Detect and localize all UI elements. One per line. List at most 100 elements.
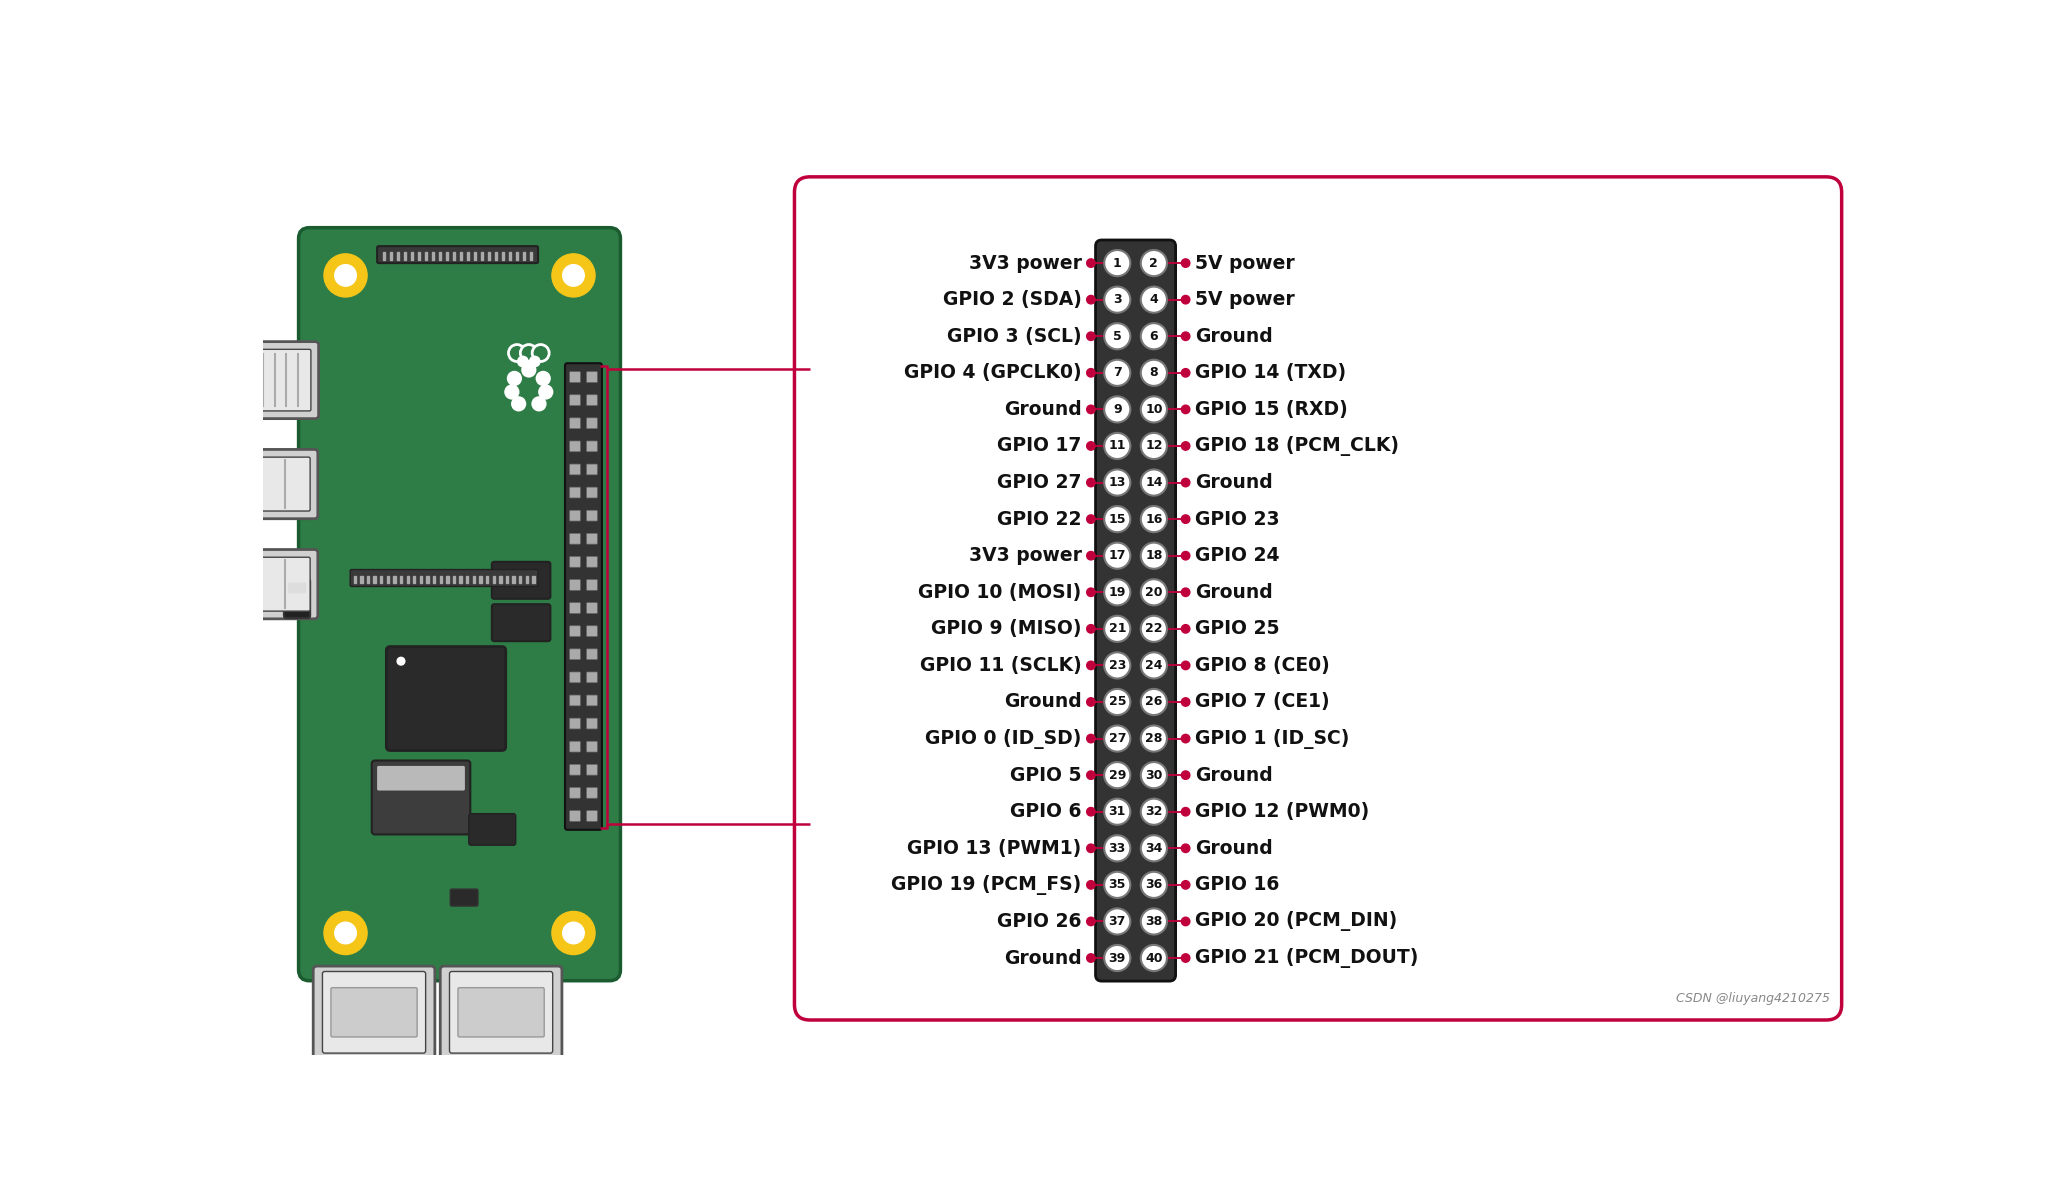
- Circle shape: [1141, 287, 1166, 313]
- Circle shape: [1181, 258, 1189, 268]
- Text: 3V3 power: 3V3 power: [968, 254, 1082, 273]
- Text: GPIO 22: GPIO 22: [997, 510, 1082, 529]
- Circle shape: [533, 345, 549, 361]
- Text: 18: 18: [1146, 549, 1162, 562]
- Circle shape: [1104, 944, 1131, 971]
- FancyBboxPatch shape: [570, 557, 580, 568]
- Text: GPIO 23: GPIO 23: [1195, 510, 1280, 529]
- Text: GPIO 27: GPIO 27: [997, 473, 1082, 492]
- Bar: [390, 252, 392, 260]
- FancyBboxPatch shape: [570, 533, 580, 544]
- FancyBboxPatch shape: [258, 350, 312, 411]
- Bar: [495, 252, 497, 260]
- Circle shape: [1141, 469, 1166, 495]
- Bar: [425, 252, 427, 260]
- FancyBboxPatch shape: [322, 972, 425, 1053]
- Bar: [433, 576, 436, 583]
- FancyBboxPatch shape: [570, 465, 580, 475]
- Text: GPIO 17: GPIO 17: [997, 436, 1082, 455]
- Text: 5: 5: [1112, 329, 1121, 342]
- FancyBboxPatch shape: [491, 562, 551, 598]
- Text: 5V power: 5V power: [1195, 290, 1294, 309]
- Circle shape: [1086, 369, 1096, 377]
- Bar: [440, 576, 442, 583]
- Bar: [374, 576, 376, 583]
- Bar: [481, 252, 483, 260]
- Text: GPIO 0 (ID_SD): GPIO 0 (ID_SD): [925, 729, 1082, 749]
- Circle shape: [1086, 844, 1096, 852]
- Circle shape: [1086, 807, 1096, 816]
- Circle shape: [1086, 258, 1096, 268]
- Circle shape: [1141, 652, 1166, 679]
- Text: 21: 21: [1108, 622, 1127, 635]
- Text: GPIO 6: GPIO 6: [1009, 802, 1082, 821]
- Bar: [407, 576, 409, 583]
- Text: Ground: Ground: [1003, 692, 1082, 711]
- Circle shape: [1181, 369, 1189, 377]
- Bar: [479, 576, 481, 583]
- Circle shape: [1141, 433, 1166, 459]
- Circle shape: [1086, 551, 1096, 561]
- Text: GPIO 19 (PCM_FS): GPIO 19 (PCM_FS): [892, 875, 1082, 895]
- Text: GPIO 15 (RXD): GPIO 15 (RXD): [1195, 399, 1348, 418]
- Circle shape: [1181, 807, 1189, 816]
- Text: Ground: Ground: [1195, 327, 1273, 346]
- Bar: [394, 576, 396, 583]
- Circle shape: [1141, 688, 1166, 715]
- FancyBboxPatch shape: [586, 811, 596, 821]
- Circle shape: [1104, 762, 1131, 788]
- Text: 35: 35: [1108, 878, 1127, 891]
- Bar: [475, 252, 477, 260]
- FancyBboxPatch shape: [586, 557, 596, 568]
- Bar: [380, 576, 382, 583]
- FancyBboxPatch shape: [570, 395, 580, 405]
- Text: 12: 12: [1146, 440, 1162, 453]
- Circle shape: [1181, 442, 1189, 450]
- Text: 29: 29: [1108, 769, 1127, 782]
- Circle shape: [522, 363, 537, 378]
- Circle shape: [1104, 433, 1131, 459]
- Text: Ground: Ground: [1195, 583, 1273, 602]
- Text: 38: 38: [1146, 915, 1162, 928]
- FancyBboxPatch shape: [586, 788, 596, 799]
- FancyBboxPatch shape: [570, 649, 580, 660]
- Circle shape: [1181, 661, 1189, 670]
- Circle shape: [1181, 479, 1189, 487]
- Text: 22: 22: [1146, 622, 1162, 635]
- Bar: [460, 252, 462, 260]
- Text: Ground: Ground: [1195, 766, 1273, 784]
- Text: GPIO 24: GPIO 24: [1195, 546, 1280, 565]
- FancyBboxPatch shape: [440, 966, 561, 1062]
- FancyBboxPatch shape: [314, 966, 436, 1062]
- Text: 19: 19: [1108, 585, 1127, 598]
- Circle shape: [1104, 543, 1131, 569]
- Circle shape: [512, 396, 526, 411]
- FancyBboxPatch shape: [570, 372, 580, 383]
- Circle shape: [1086, 442, 1096, 450]
- FancyBboxPatch shape: [586, 487, 596, 498]
- Circle shape: [1086, 405, 1096, 414]
- FancyBboxPatch shape: [570, 626, 580, 636]
- FancyBboxPatch shape: [570, 418, 580, 429]
- Circle shape: [396, 658, 405, 665]
- Circle shape: [1086, 880, 1096, 889]
- Bar: [361, 576, 363, 583]
- Circle shape: [1181, 954, 1189, 962]
- Text: 27: 27: [1108, 732, 1127, 745]
- Text: GPIO 5: GPIO 5: [1009, 766, 1082, 784]
- Bar: [411, 252, 413, 260]
- Text: 36: 36: [1146, 878, 1162, 891]
- FancyBboxPatch shape: [254, 550, 318, 619]
- FancyBboxPatch shape: [586, 372, 596, 383]
- Circle shape: [1104, 616, 1131, 642]
- Bar: [367, 576, 369, 583]
- Circle shape: [1141, 396, 1166, 423]
- Circle shape: [1104, 469, 1131, 495]
- Text: 33: 33: [1108, 841, 1125, 854]
- Text: 17: 17: [1108, 549, 1127, 562]
- Circle shape: [1141, 835, 1166, 861]
- FancyBboxPatch shape: [299, 228, 621, 981]
- Bar: [417, 252, 421, 260]
- FancyBboxPatch shape: [586, 441, 596, 451]
- Circle shape: [504, 384, 520, 399]
